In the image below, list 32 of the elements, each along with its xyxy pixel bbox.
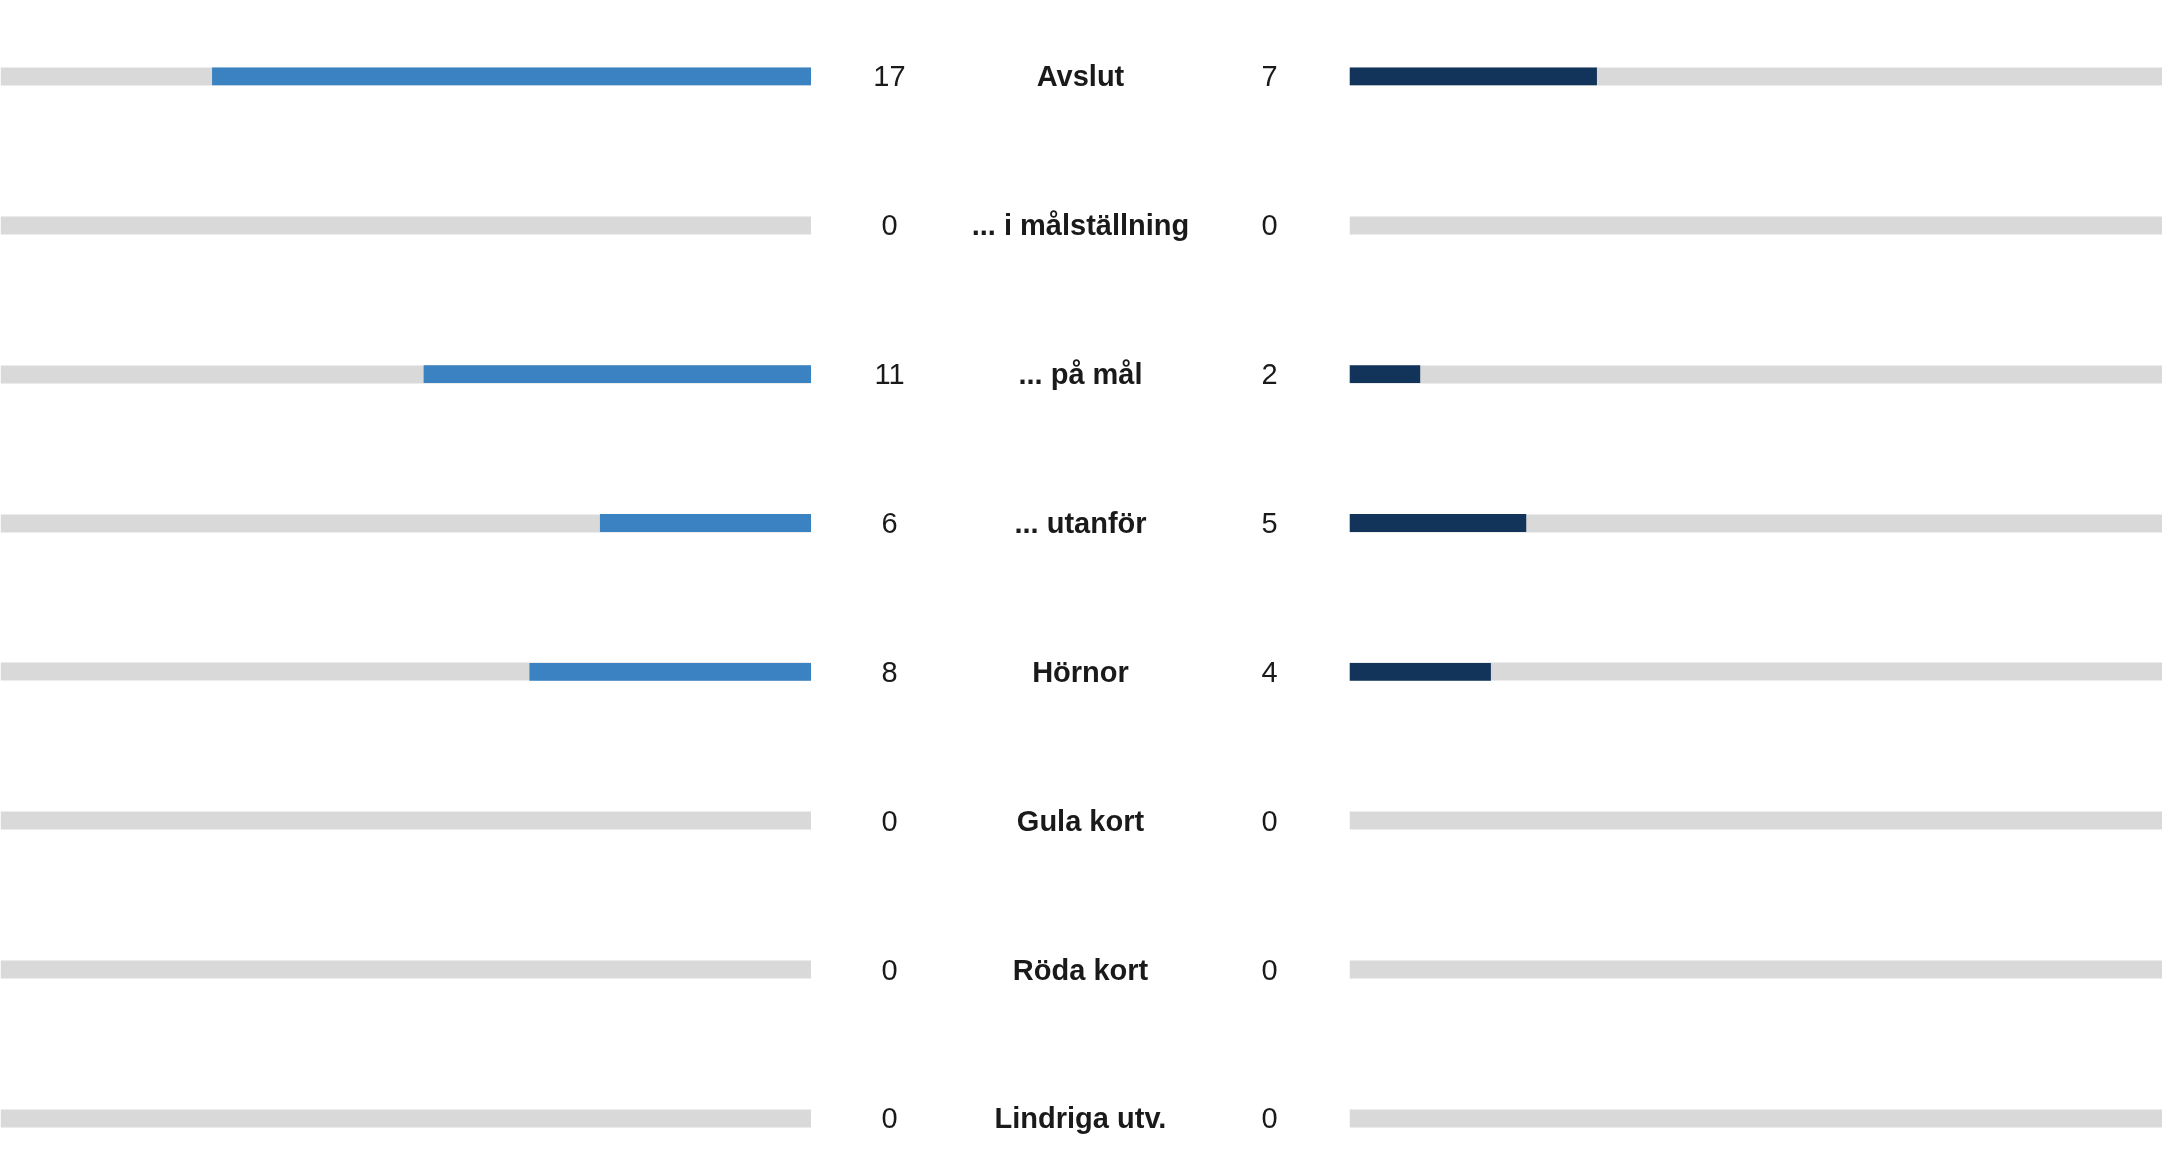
data-label: 0	[1261, 1102, 1278, 1135]
y-tick-label: Avslut	[1036, 60, 1125, 93]
data-label: 11	[874, 358, 905, 391]
bar	[529, 662, 811, 681]
bar	[423, 365, 811, 384]
bar	[599, 514, 811, 532]
data-label: 7	[1261, 60, 1278, 93]
y-tick-label: Hörnor	[1032, 655, 1129, 688]
y-tick-label: ... på mål	[1018, 358, 1143, 391]
y-tick-label: Gula kort	[1016, 804, 1145, 837]
data-label: 0	[1261, 209, 1278, 242]
y-tick-label: Lindriga utv.	[994, 1102, 1167, 1135]
data-label: 17	[873, 60, 906, 93]
bar	[212, 67, 811, 86]
y-tick-label: Röda kort	[1012, 953, 1149, 986]
data-label: 0	[1261, 953, 1278, 986]
bar	[1349, 365, 1421, 384]
bar	[1349, 67, 1597, 86]
data-label: 5	[1261, 507, 1278, 540]
data-label: 0	[881, 1102, 898, 1135]
data-label: 4	[1261, 655, 1278, 688]
data-label: 0	[881, 804, 898, 837]
data-label: 0	[881, 953, 898, 986]
data-label: 0	[1261, 804, 1278, 837]
y-tick-label: ... utanför	[1014, 507, 1147, 540]
y-tick-label: ... i målställning	[971, 209, 1190, 242]
data-label: 6	[881, 507, 898, 540]
bar	[1349, 514, 1527, 532]
data-label: 8	[881, 655, 898, 688]
data-label: 2	[1261, 358, 1278, 391]
bar	[1349, 662, 1491, 681]
data-label: 0	[881, 209, 898, 242]
